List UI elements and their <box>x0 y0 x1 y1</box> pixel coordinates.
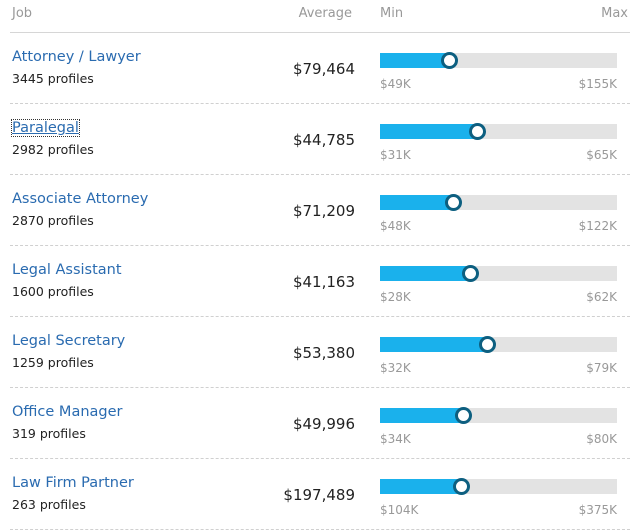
average-salary: $41,163 <box>292 273 355 291</box>
job-title-link[interactable]: Office Manager <box>12 404 123 420</box>
table-row: Attorney / Lawyer 3445 profiles $79,464 … <box>10 33 630 104</box>
table-row: Law Firm Partner 263 profiles $197,489 $… <box>10 459 630 530</box>
min-salary: $34K <box>380 432 411 446</box>
profile-count: 2870 profiles <box>12 213 94 228</box>
max-salary: $62K <box>586 290 617 304</box>
header-job: Job <box>12 6 33 21</box>
salary-range-bar <box>380 407 617 424</box>
header-max: Max <box>601 6 628 21</box>
average-salary: $71,209 <box>292 202 355 220</box>
profile-count: 263 profiles <box>12 497 86 512</box>
salary-range-bar <box>380 336 617 353</box>
profile-count: 1259 profiles <box>12 355 94 370</box>
salary-range-fill <box>380 408 463 423</box>
salary-range-fill <box>380 53 449 68</box>
salary-range-fill <box>380 195 454 210</box>
average-marker <box>478 336 496 353</box>
average-salary: $79,464 <box>292 60 355 78</box>
max-salary: $375K <box>578 503 617 517</box>
profile-count: 2982 profiles <box>12 142 94 157</box>
table-row: Legal Secretary 1259 profiles $53,380 $3… <box>10 317 630 388</box>
job-title-link[interactable]: Attorney / Lawyer <box>12 49 141 65</box>
average-salary: $197,489 <box>283 486 355 504</box>
average-salary: $44,785 <box>292 131 355 149</box>
job-title-link[interactable]: Law Firm Partner <box>12 475 134 491</box>
job-title-link[interactable]: Legal Secretary <box>12 333 126 349</box>
min-salary: $31K <box>380 148 411 162</box>
average-marker <box>452 478 470 495</box>
job-title-link[interactable]: Legal Assistant <box>12 262 122 278</box>
max-salary: $155K <box>578 77 617 91</box>
salary-range-bar <box>380 478 617 495</box>
salary-range-bar <box>380 123 617 140</box>
average-marker <box>462 265 480 282</box>
salary-range-fill <box>380 337 487 352</box>
min-salary: $104K <box>380 503 419 517</box>
average-marker <box>469 123 487 140</box>
max-salary: $122K <box>578 219 617 233</box>
table-header: Job Average Min Max <box>10 0 630 33</box>
salary-range-bar <box>380 52 617 69</box>
job-title-link[interactable]: Paralegal <box>11 119 80 137</box>
table-row: Legal Assistant 1600 profiles $41,163 $2… <box>10 246 630 317</box>
salary-range-fill <box>380 266 471 281</box>
max-salary: $79K <box>586 361 617 375</box>
max-salary: $80K <box>586 432 617 446</box>
min-salary: $48K <box>380 219 411 233</box>
average-salary: $53,380 <box>292 344 355 362</box>
min-salary: $28K <box>380 290 411 304</box>
profile-count: 1600 profiles <box>12 284 94 299</box>
profile-count: 319 profiles <box>12 426 86 441</box>
min-salary: $49K <box>380 77 411 91</box>
average-marker <box>440 52 458 69</box>
salary-range-fill <box>380 479 461 494</box>
salary-range-bar <box>380 265 617 282</box>
table-row: Office Manager 319 profiles $49,996 $34K… <box>10 388 630 459</box>
min-salary: $32K <box>380 361 411 375</box>
salary-table: Job Average Min Max Attorney / Lawyer 34… <box>10 0 630 530</box>
profile-count: 3445 profiles <box>12 71 94 86</box>
salary-range-fill <box>380 124 478 139</box>
table-row: Paralegal 2982 profiles $44,785 $31K $65… <box>10 104 630 175</box>
job-title-link[interactable]: Associate Attorney <box>12 191 149 207</box>
max-salary: $65K <box>586 148 617 162</box>
header-average: Average <box>298 6 352 21</box>
table-row: Associate Attorney 2870 profiles $71,209… <box>10 175 630 246</box>
average-marker <box>445 194 463 211</box>
average-salary: $49,996 <box>292 415 355 433</box>
header-min: Min <box>380 6 404 21</box>
average-marker <box>454 407 472 424</box>
salary-range-bar <box>380 194 617 211</box>
